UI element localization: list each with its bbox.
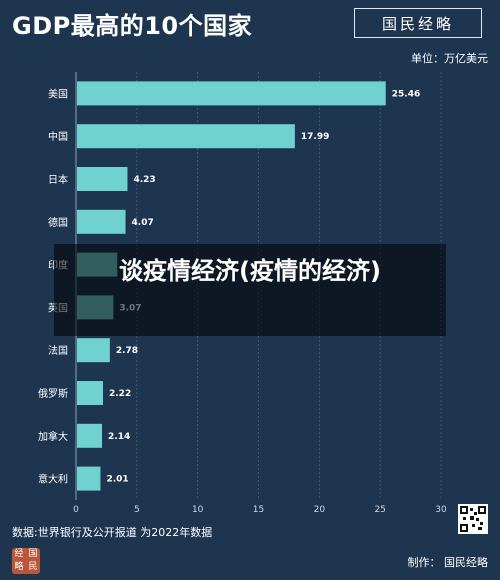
category-label: 意大利 <box>38 473 68 486</box>
value-label: 2.14 <box>108 432 130 442</box>
x-tick-label: 25 <box>374 505 385 515</box>
brand-logo: 国民经略 <box>354 8 482 38</box>
value-label: 2.78 <box>116 346 138 356</box>
x-tick-label: 30 <box>435 505 447 515</box>
bar <box>77 81 386 106</box>
value-label: 25.46 <box>392 89 420 99</box>
category-label: 加拿大 <box>38 430 68 443</box>
footer-logo-char: 国 <box>28 549 38 559</box>
qr-code-icon <box>458 504 488 534</box>
bar <box>77 209 126 234</box>
bar <box>77 381 104 405</box>
category-label: 法国 <box>48 344 68 357</box>
producer-label: 制作： 国民经略 <box>407 556 489 569</box>
value-label: 17.99 <box>301 132 329 142</box>
category-label: 俄罗斯 <box>38 387 68 400</box>
overlay-title: 谈疫情经济(疫情的经济) <box>119 257 381 285</box>
category-label: 日本 <box>48 173 68 186</box>
x-tick-label: 10 <box>192 505 204 515</box>
footer-logo-char: 略 <box>14 562 24 572</box>
chart-title: GDP最高的10个国家 <box>12 12 253 40</box>
bar <box>77 338 110 363</box>
value-label: 4.23 <box>133 175 155 185</box>
header: GDP最高的10个国家 国民经略 <box>0 0 500 48</box>
x-tick-label: 0 <box>73 505 79 515</box>
bar <box>77 423 103 448</box>
category-label: 美国 <box>48 87 68 100</box>
category-label: 德国 <box>48 216 68 229</box>
value-label: 2.01 <box>106 475 128 485</box>
footer-logo: 经 国 略 民 <box>12 548 40 574</box>
bar <box>77 167 128 191</box>
bar <box>77 124 295 149</box>
bar <box>77 466 101 491</box>
x-tick-label: 20 <box>314 505 326 515</box>
headline-overlay: 谈疫情经济(疫情的经济) <box>54 244 446 336</box>
category-label: 中国 <box>48 130 68 143</box>
unit-label: 单位：万亿美元 <box>411 52 488 65</box>
footer-logo-char: 经 <box>14 549 24 559</box>
x-tick-label: 15 <box>253 505 264 515</box>
value-label: 4.07 <box>132 218 154 228</box>
x-tick-label: 5 <box>134 505 140 515</box>
footer-logo-char: 民 <box>28 562 38 572</box>
source-label: 数据:世界银行及公开报道 为2022年数据 <box>12 526 213 539</box>
value-label: 2.22 <box>109 389 131 399</box>
